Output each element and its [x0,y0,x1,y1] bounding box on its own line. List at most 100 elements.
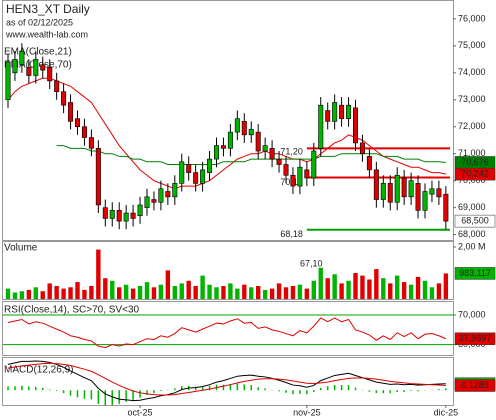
y-tick-label: 73,000 [458,94,486,104]
volume-bar [422,280,428,299]
volume-bar [82,289,87,299]
candle-body [144,196,150,208]
macd-line [7,360,446,402]
rsi-panel [2,301,454,356]
candle-body [130,212,136,219]
candle-body [332,102,338,122]
rsi-title: RSI(Close,14), SC>70, SV<30 [4,305,140,316]
candle-body [297,166,303,187]
candle-body [443,193,449,222]
candle-body [5,61,11,101]
volume-bar [353,272,358,299]
volume-bar [408,284,414,299]
volume-bar [130,288,136,299]
macd-panel [2,357,454,406]
candle-body [366,156,372,171]
volume-bar [89,285,94,299]
value-box [454,167,496,181]
candle-body [19,50,25,66]
y-tick-label: 76,000 [458,13,486,23]
volume-bar [96,249,101,299]
volume-title: Volume [4,243,38,254]
candle-body [325,110,331,122]
candle-body [283,164,289,176]
volume-bar [40,291,45,299]
candle-body [165,191,171,198]
volume-bar [47,283,52,299]
candle-body [241,121,247,136]
volume-bar [339,283,344,299]
value-label: 983,117 [459,268,491,278]
volume-bar [137,285,143,299]
value-label: 70,242 [461,169,489,179]
volume-bar [26,289,32,299]
volume-bar [193,285,198,299]
y-tick-label: 72,000 [458,121,486,131]
volume-bar [179,283,184,299]
candle-body [12,59,18,74]
candle-body [339,104,345,119]
candle-body [214,145,220,160]
value-label: 68,500 [461,215,489,225]
candle-body [137,204,143,217]
volume-bar [374,269,379,299]
volume-bar [395,275,400,299]
volume-bar [33,287,38,299]
candle-body [47,67,53,82]
candle-body [227,131,233,149]
x-tick-label: oct-25 [128,407,153,417]
candle-body [102,207,108,219]
candle-body [158,188,164,203]
volume-bar [235,288,240,299]
volume-bar [75,282,80,299]
volume-bar [249,287,254,299]
value-box [454,332,496,345]
candle-body [193,172,199,184]
volume-bar [214,287,219,299]
y-tick-label: 75,000 [458,40,486,50]
volume-bar [256,285,261,299]
level-label: 68,18 [280,229,303,239]
macd-title: MACD(12,26,9) [4,365,73,376]
volume-bar [346,280,351,299]
candle-body [248,129,254,136]
volume-bar [429,287,435,299]
source: www.wealth-lab.com [5,29,88,39]
volume-bar [367,279,372,299]
volume-bar [318,267,323,299]
volume-bar [360,275,365,299]
candle-body [436,188,442,198]
value-label: 0,1283 [461,380,489,390]
candle-body [387,183,393,203]
chart-title: HEN3_XT Daily [6,2,90,16]
candle-body [172,183,178,198]
candle-body [422,191,428,211]
candle-body [318,104,324,149]
volume-bar [19,291,25,299]
volume-bar [332,274,337,299]
value-label: 70,676 [461,157,489,167]
volume-bar [117,287,122,299]
signal-line [7,362,446,396]
volume-bar [381,278,386,299]
candle-body [394,174,400,203]
candle-body [68,102,74,122]
value-box [454,267,496,280]
volume-bar [61,288,66,299]
candle-body [88,137,94,149]
rsi-line [7,317,447,349]
candle-body [61,91,67,106]
candle-body [81,126,87,138]
y-tick-label: 68,000 [458,229,486,239]
candle-body [151,199,157,203]
candle-body [200,169,206,184]
value-box [454,214,496,228]
volume-bar [207,284,212,299]
candle-body [179,161,185,184]
volume-bar [54,285,59,299]
volume-bar [103,278,108,299]
volume-bar [269,288,275,299]
x-tick-label: nov-25 [293,407,321,417]
